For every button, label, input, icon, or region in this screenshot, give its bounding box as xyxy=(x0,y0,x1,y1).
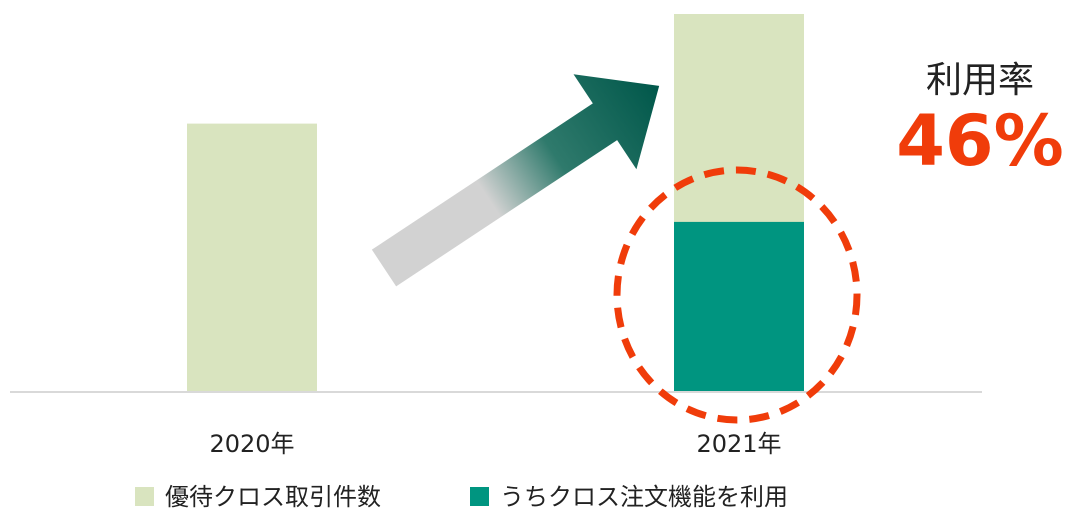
bar-cross-order-1 xyxy=(674,221,804,392)
bars-group xyxy=(187,14,804,393)
bar-total-0 xyxy=(187,123,317,393)
legend-label-1: うちクロス注文機能を利用 xyxy=(500,483,788,509)
x-tick-label-0: 2020年 xyxy=(209,430,294,458)
usage-rate-label: 利用率 xyxy=(926,60,1034,101)
legend-swatch-0 xyxy=(135,487,154,506)
usage-rate-value: 46% xyxy=(896,100,1064,182)
growth-arrow xyxy=(371,74,660,287)
legend: 優待クロス取引件数 うちクロス注文機能を利用 xyxy=(135,483,788,509)
x-tick-labels: 2020年 2021年 xyxy=(209,430,781,458)
legend-swatch-1 xyxy=(470,487,489,506)
legend-label-0: 優待クロス取引件数 xyxy=(165,483,381,509)
x-tick-label-1: 2021年 xyxy=(696,430,781,458)
highlight-circle xyxy=(613,166,861,424)
